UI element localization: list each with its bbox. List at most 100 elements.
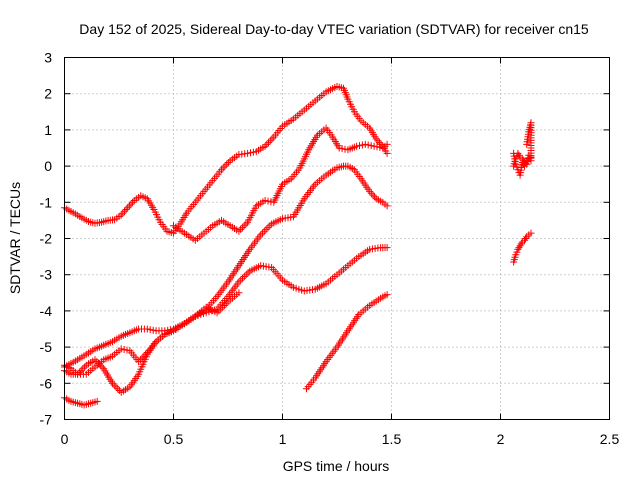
data-point: [383, 202, 391, 210]
y-tick-label: -7: [40, 412, 53, 428]
y-tick-label: 2: [44, 86, 52, 102]
data-point: [265, 139, 272, 147]
data-point: [213, 309, 221, 317]
data-point: [516, 242, 524, 250]
data-point: [261, 197, 269, 204]
chart-title: Day 152 of 2025, Sidereal Day-to-day VTE…: [79, 21, 589, 37]
data-point: [117, 345, 125, 353]
x-tick-label: 0: [61, 431, 69, 447]
series-track-b: [170, 124, 391, 244]
data-point: [367, 142, 375, 150]
y-axis-label: SDTVAR / TECUs: [7, 182, 23, 294]
y-tick-label: 1: [44, 122, 52, 138]
data-point: [383, 244, 391, 252]
data-point: [95, 359, 102, 367]
data-point: [79, 365, 87, 373]
data-point: [514, 149, 522, 157]
data-point: [221, 162, 229, 170]
data-point: [129, 198, 137, 206]
data-point: [223, 160, 231, 168]
x-tick-label: 1: [279, 431, 287, 447]
data-point: [263, 140, 271, 148]
data-point: [257, 231, 265, 239]
data-point: [219, 164, 227, 172]
y-tick-label: -6: [40, 375, 53, 391]
data-point: [261, 142, 269, 150]
data-point: [527, 153, 535, 161]
series-track-f: [61, 394, 101, 409]
x-tick-label: 1.5: [382, 431, 402, 447]
data-point: [112, 383, 120, 391]
data-point: [244, 269, 252, 277]
data-point: [124, 204, 132, 212]
series-track-g: [303, 291, 391, 393]
data-point: [110, 381, 118, 389]
data-point: [125, 202, 133, 210]
data-point: [239, 274, 246, 282]
series-track-a: [61, 83, 391, 237]
data-point: [143, 325, 151, 333]
y-tick-label: -4: [40, 303, 53, 319]
data-point: [249, 148, 257, 156]
data-point: [237, 225, 245, 233]
data-point: [383, 140, 391, 148]
data-point: [514, 245, 522, 253]
data-point: [235, 289, 243, 297]
data-point: [267, 198, 275, 206]
series-track-i: [510, 119, 535, 179]
data-point: [371, 193, 379, 201]
y-tick-label: -3: [40, 267, 53, 283]
series-track-j: [510, 149, 535, 170]
y-tick-label: 0: [44, 158, 52, 174]
data-point: [121, 207, 128, 215]
data-point: [335, 144, 343, 152]
data-point: [237, 276, 245, 284]
x-axis-label: GPS time / hours: [283, 458, 390, 474]
data-point: [215, 307, 223, 315]
data-point: [242, 271, 250, 279]
data-point: [220, 302, 228, 309]
data-point: [81, 363, 89, 371]
data-point: [259, 229, 266, 237]
data-point: [109, 379, 116, 387]
data-point: [149, 326, 157, 334]
data-point: [127, 200, 135, 208]
data-point: [369, 191, 377, 199]
series-track-e: [61, 289, 243, 396]
data-point: [383, 149, 391, 157]
data-point: [374, 137, 382, 145]
data-point: [376, 143, 384, 151]
data-point: [247, 149, 254, 157]
data-point: [356, 142, 363, 150]
data-point: [364, 141, 372, 149]
data-point: [93, 358, 101, 366]
data-point: [370, 142, 378, 150]
data-point: [222, 300, 230, 308]
data-point: [264, 224, 272, 232]
data-point: [519, 157, 527, 165]
y-tick-label: -2: [40, 231, 53, 247]
data-point: [146, 326, 154, 334]
data-point: [75, 368, 83, 376]
y-tick-label: -5: [40, 339, 53, 355]
data-point: [367, 189, 375, 197]
data-point: [523, 140, 531, 148]
data-point: [114, 385, 122, 393]
x-tick-label: 2: [497, 431, 505, 447]
data-point: [361, 140, 369, 148]
data-point: [260, 227, 268, 235]
y-tick-labels: -7 -6 -5 -4 -3 -2 -1 0 1 2 3: [40, 50, 53, 428]
data-point: [266, 137, 274, 145]
data-point: [517, 240, 525, 248]
data-point: [522, 235, 530, 242]
data-point: [238, 224, 246, 232]
series-track-d: [61, 244, 391, 371]
data-point: [262, 225, 270, 233]
data-point: [266, 222, 274, 230]
data-point: [264, 197, 272, 205]
data-point: [377, 140, 385, 148]
data-point: [218, 166, 225, 174]
x-tick-labels: 0 0.5 1 1.5 2 2.5: [61, 431, 620, 447]
data-point: [219, 303, 227, 311]
data-point: [123, 346, 131, 354]
